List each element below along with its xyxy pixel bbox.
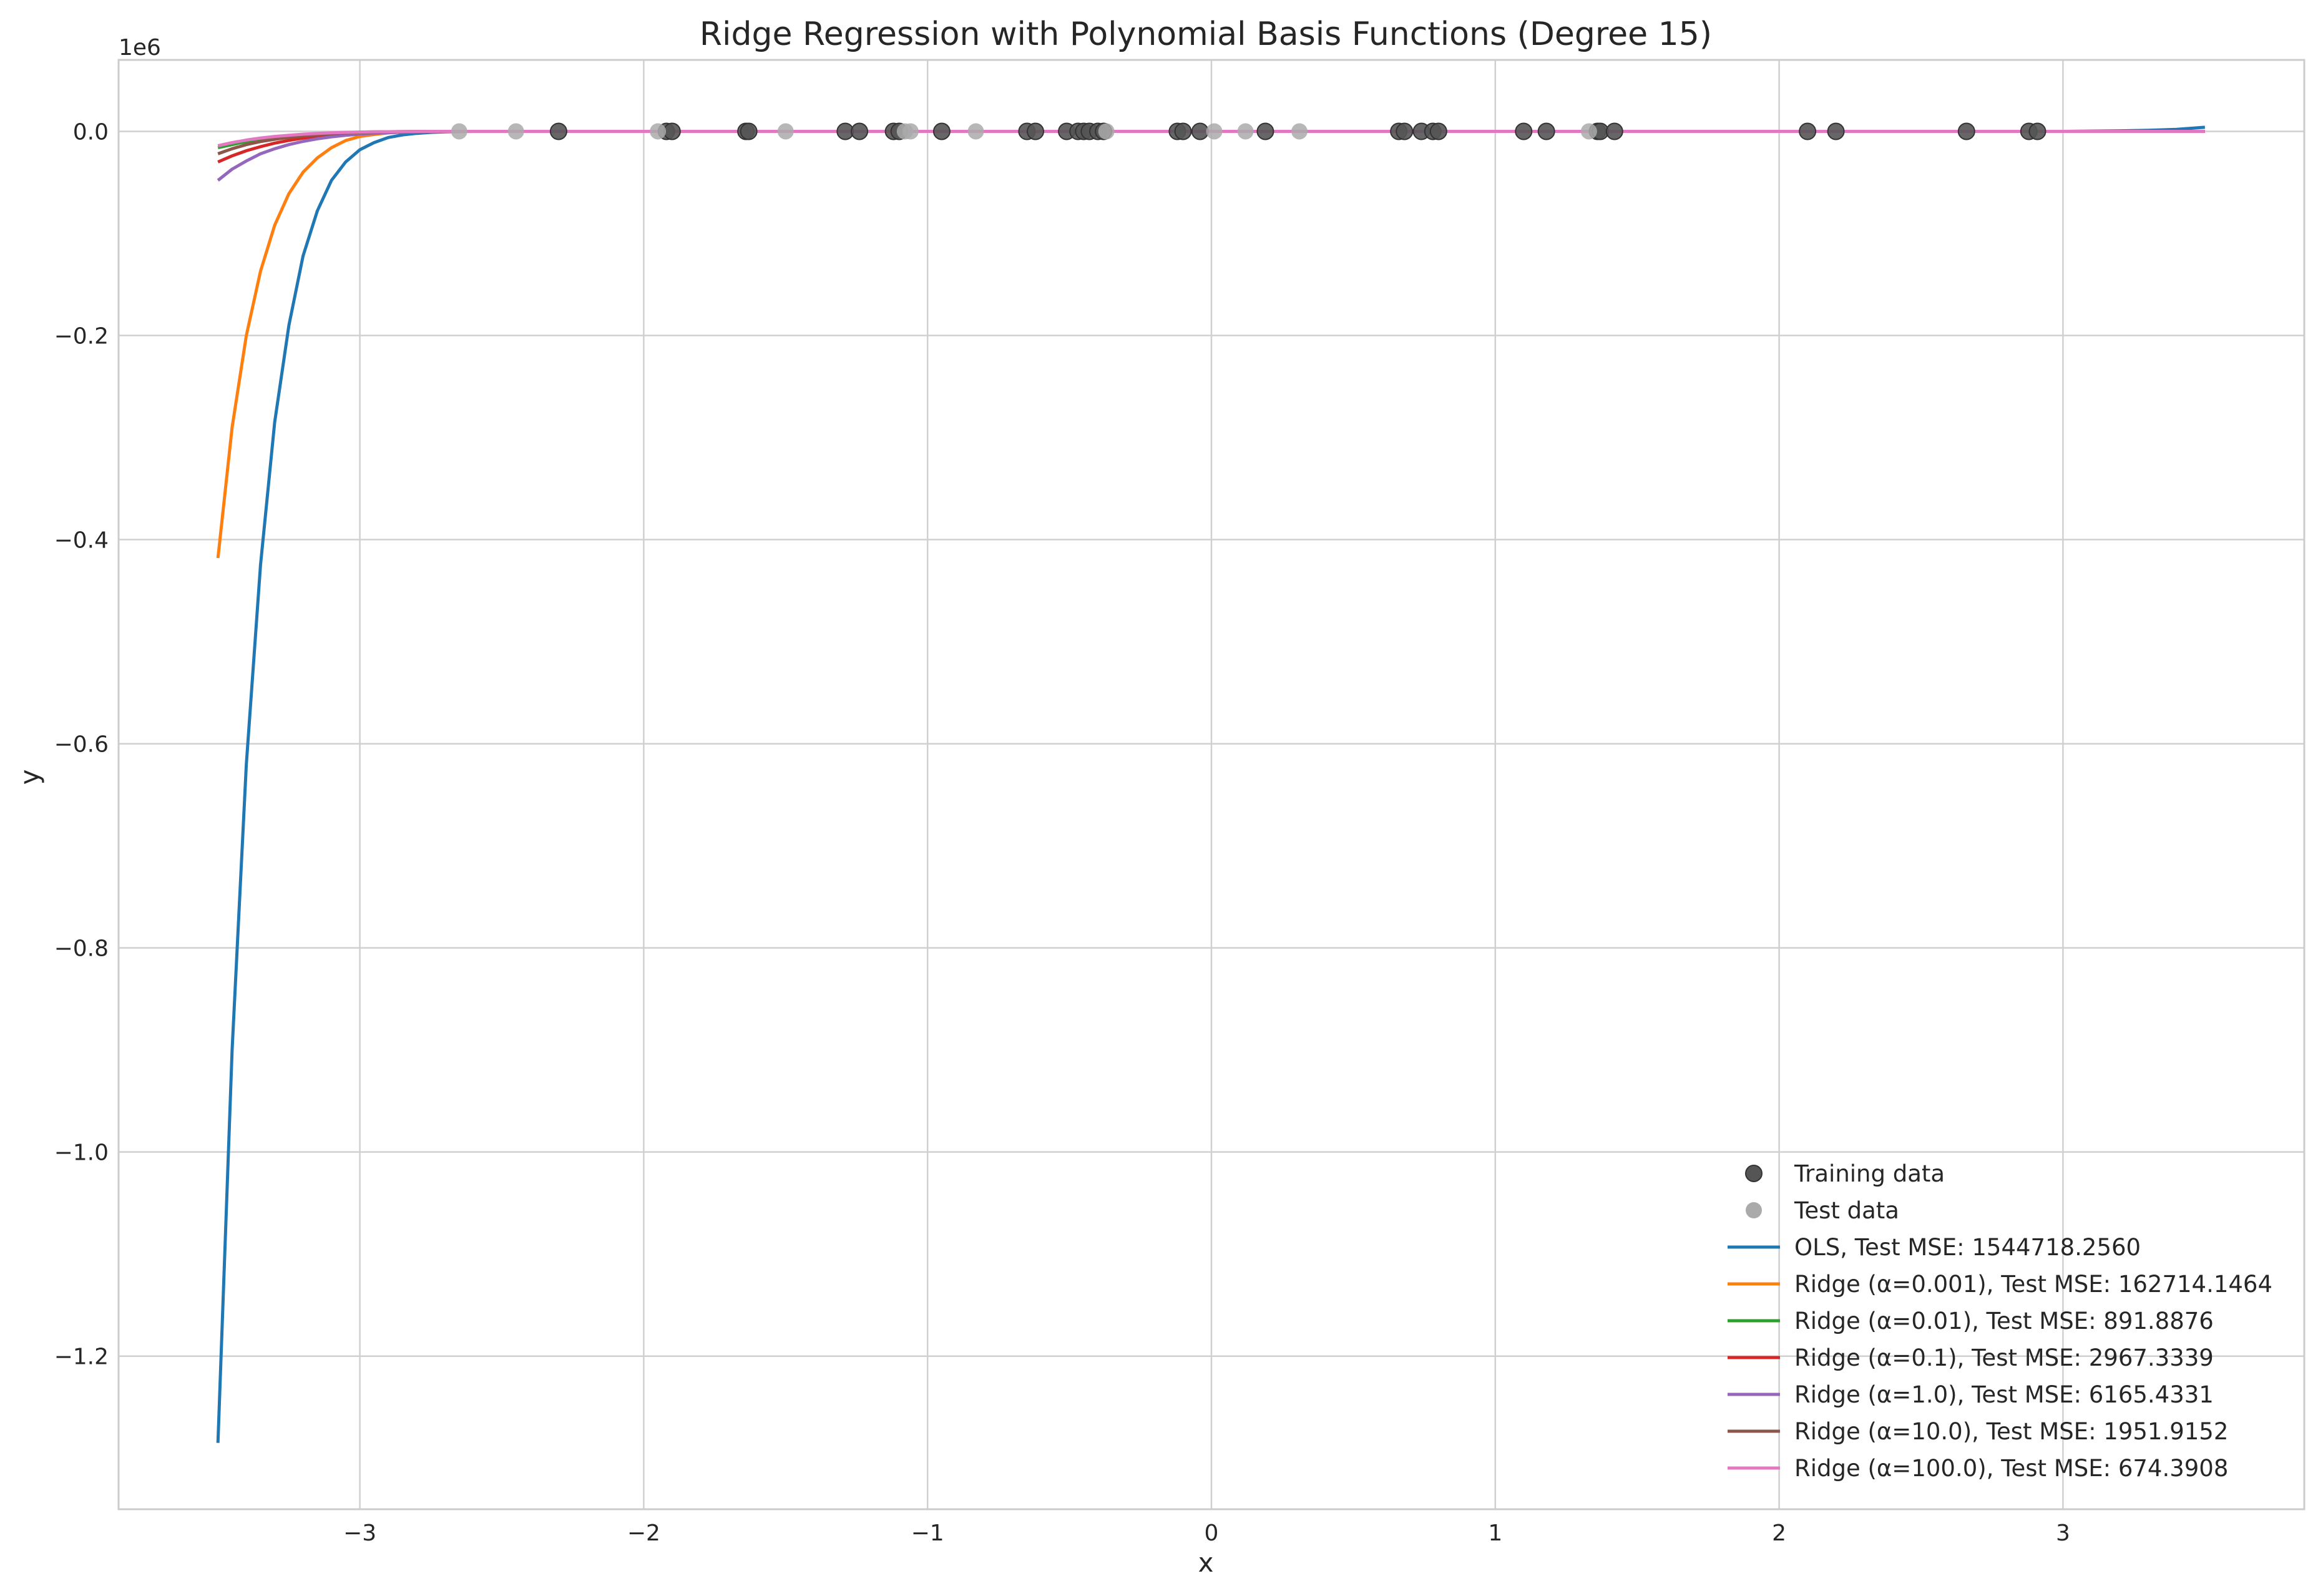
legend-label: Ridge (α=0.01), Test MSE: 891.8876 xyxy=(1794,1308,2214,1334)
scatter-points xyxy=(451,122,2046,140)
scatter-point xyxy=(1396,122,1414,140)
y-axis-offset-label: 1e6 xyxy=(119,35,161,61)
scatter-point xyxy=(1237,123,1254,140)
scatter-point xyxy=(663,122,681,140)
y-tick-label: −0.2 xyxy=(54,324,109,350)
scatter-point xyxy=(1027,122,1045,140)
scatter-point xyxy=(1206,123,1223,140)
x-tick-label: 3 xyxy=(2056,1520,2070,1546)
scatter-point xyxy=(507,123,524,140)
scatter-point xyxy=(851,122,869,140)
y-tick-label: −1.2 xyxy=(54,1344,109,1370)
y-axis-label: y xyxy=(14,770,45,785)
legend-label: Ridge (α=100.0), Test MSE: 674.3908 xyxy=(1794,1455,2228,1482)
legend: Training data Test data OLS, Test MSE: 154… xyxy=(1728,1160,2272,1482)
scatter-point xyxy=(1098,123,1115,140)
tick-labels: −3 −2 −1 0 1 2 3 0.0 −0.2 −0.4 −0.6 −0.8 −1.0 −1.2 xyxy=(54,119,2070,1546)
x-tick-label: 0 xyxy=(1205,1520,1219,1546)
x-tick-label: 2 xyxy=(1772,1520,1786,1546)
scatter-point xyxy=(1429,122,1447,140)
x-tick-label: −2 xyxy=(627,1520,660,1546)
scatter-point xyxy=(1191,122,1209,140)
legend-label: Test data xyxy=(1794,1197,1899,1224)
scatter-point xyxy=(967,123,984,140)
scatter-point xyxy=(740,122,758,140)
legend-label: Training data xyxy=(1794,1160,1945,1187)
x-tick-label: −1 xyxy=(911,1520,944,1546)
x-tick-label: −3 xyxy=(343,1520,376,1546)
legend-label: OLS, Test MSE: 1544718.2560 xyxy=(1794,1234,2141,1261)
legend-label: Ridge (α=1.0), Test MSE: 6165.4331 xyxy=(1794,1381,2214,1408)
scatter-point xyxy=(2028,122,2046,140)
y-tick-label: −0.6 xyxy=(54,732,109,758)
x-tick-label: 1 xyxy=(1488,1520,1502,1546)
scatter-point xyxy=(1957,122,1975,140)
scatter-point xyxy=(1174,122,1192,140)
scatter-point xyxy=(549,122,567,140)
scatter-point xyxy=(650,123,667,140)
scatter-point xyxy=(777,123,794,140)
legend-marker xyxy=(1745,1165,1763,1182)
y-tick-label: −0.4 xyxy=(54,528,109,554)
scatter-point xyxy=(451,123,467,140)
legend-label: Ridge (α=0.001), Test MSE: 162714.1464 xyxy=(1794,1271,2272,1298)
scatter-point xyxy=(1605,122,1623,140)
scatter-point xyxy=(1799,122,1817,140)
legend-label: Ridge (α=10.0), Test MSE: 1951.9152 xyxy=(1794,1418,2228,1445)
scatter-point xyxy=(1580,123,1597,140)
chart-title: Ridge Regression with Polynomial Basis F… xyxy=(700,16,1712,53)
y-tick-label: 0.0 xyxy=(73,119,109,145)
scatter-point xyxy=(1827,122,1845,140)
legend-marker xyxy=(1746,1202,1762,1218)
scatter-point xyxy=(1256,122,1274,140)
scatter-point xyxy=(1515,122,1533,140)
scatter-point xyxy=(932,122,951,140)
y-tick-label: −1.0 xyxy=(54,1140,109,1166)
scatter-point xyxy=(902,123,919,140)
legend-label: Ridge (α=0.1), Test MSE: 2967.3339 xyxy=(1794,1344,2214,1371)
scatter-point xyxy=(1537,122,1555,140)
y-tick-label: −0.8 xyxy=(54,936,109,962)
scatter-point xyxy=(1291,123,1308,140)
x-axis-label: x xyxy=(1198,1547,1214,1578)
plot-frame xyxy=(117,59,2306,1510)
